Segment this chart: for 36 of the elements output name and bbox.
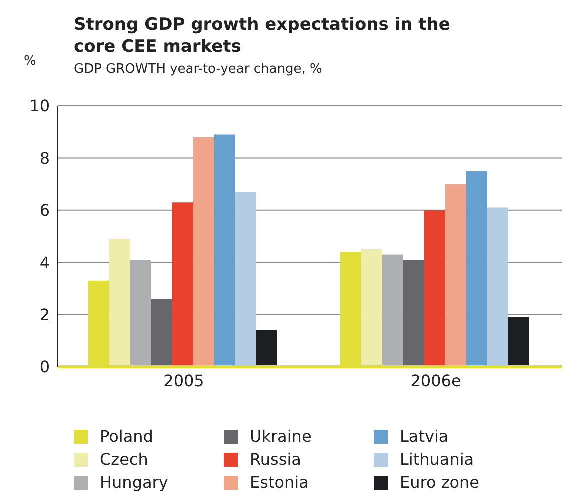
legend-label: Ukraine	[250, 427, 312, 446]
bar	[403, 260, 424, 367]
legend-label: Euro zone	[400, 473, 480, 492]
y-tick-label: 6	[40, 201, 50, 220]
bar	[151, 299, 172, 367]
bar	[193, 137, 214, 367]
bar	[508, 317, 530, 367]
legend-label: Hungary	[100, 473, 168, 492]
y-axis-title: %	[24, 54, 36, 69]
bar	[382, 254, 404, 367]
legend-label: Lithuania	[400, 450, 474, 469]
legend-label: Czech	[100, 450, 148, 469]
legend-label: Estonia	[250, 473, 309, 492]
bar	[235, 192, 256, 367]
y-tick-label: 8	[40, 148, 50, 168]
y-tick-label: 2	[40, 305, 50, 324]
legend-label: Russia	[250, 450, 302, 469]
y-tick-label: 10	[30, 96, 50, 116]
chart-subtitle: GDP GROWTH year-to-year change, %	[74, 62, 324, 77]
bar	[130, 260, 152, 367]
legend-label: Poland	[100, 427, 154, 446]
chart-title: Strong GDP growth expectations in the core CEE markets	[74, 14, 452, 58]
bar	[109, 239, 130, 367]
y-tick-label: 4	[40, 253, 50, 272]
bar	[487, 208, 508, 367]
bar	[256, 330, 278, 367]
x-tick-label: 2005	[164, 371, 204, 390]
bar	[445, 184, 466, 367]
legend-label: Latvia	[400, 427, 449, 446]
x-tick-label: 2006e	[410, 371, 462, 390]
bar	[361, 250, 382, 367]
y-tick-label: 0	[40, 358, 50, 377]
bar	[214, 134, 236, 367]
bar	[424, 210, 446, 367]
bar	[172, 202, 194, 367]
bar	[466, 171, 488, 367]
